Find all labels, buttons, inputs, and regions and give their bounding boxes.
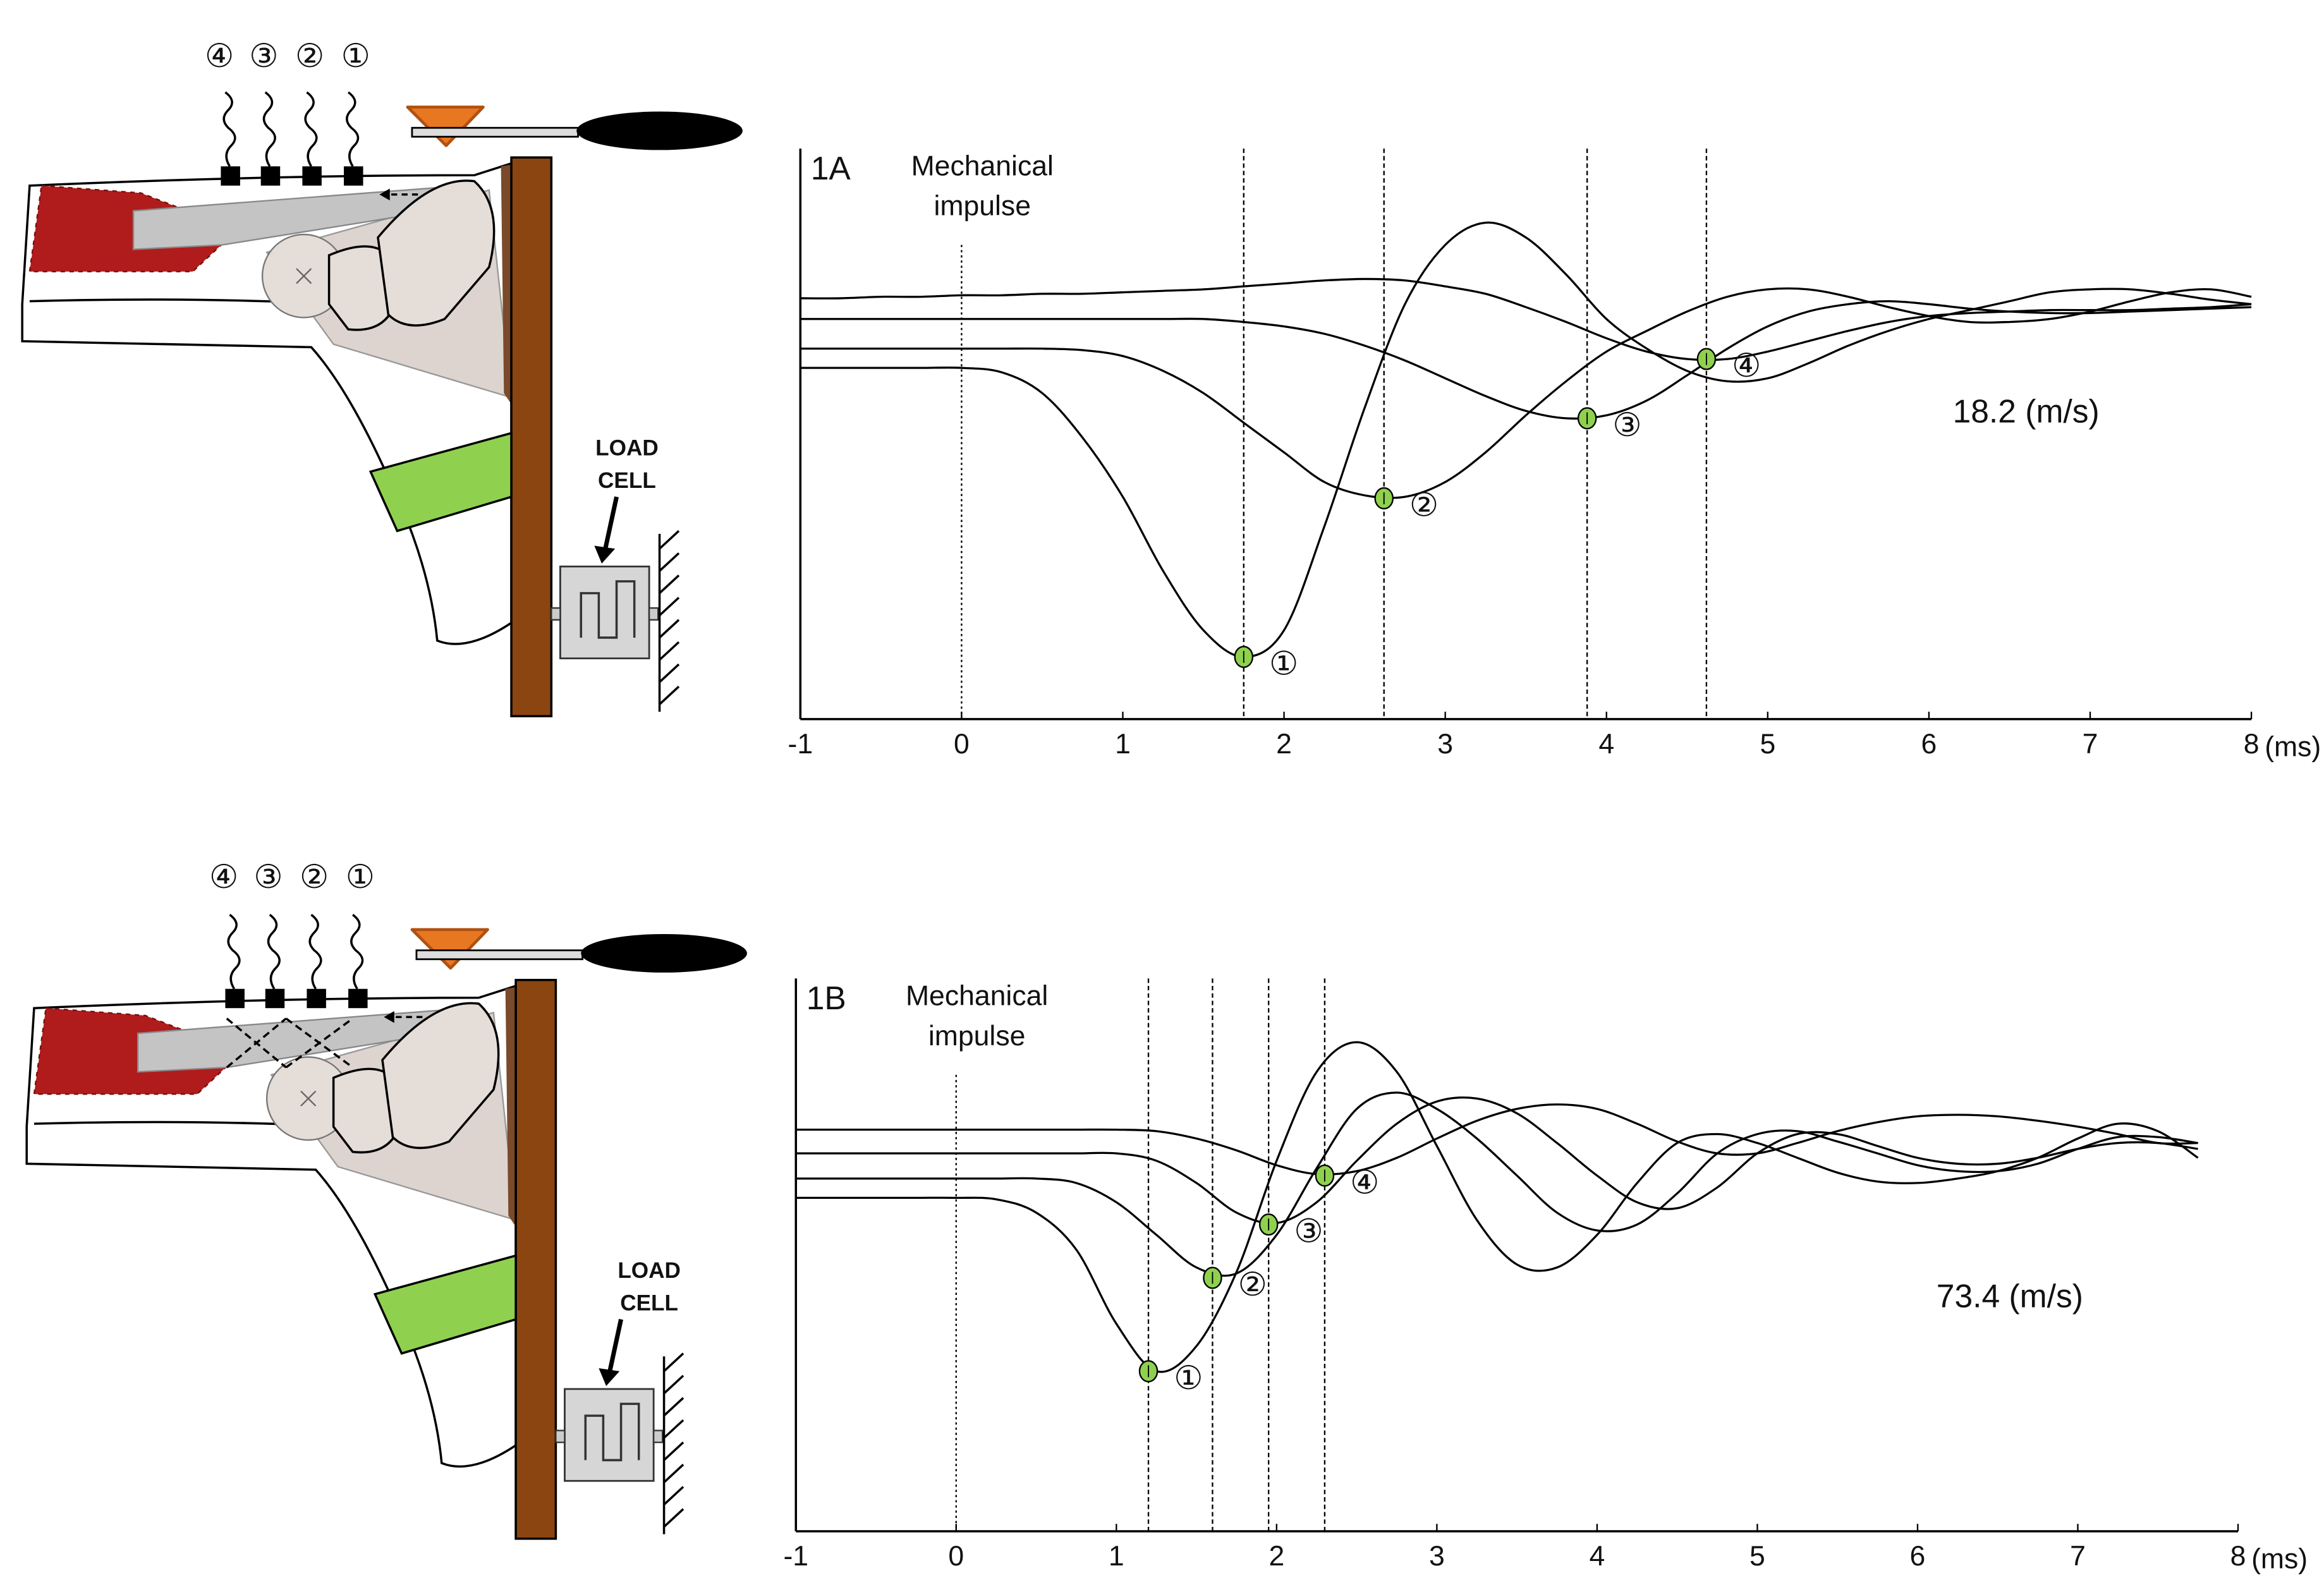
- x-tick-label: 3: [1429, 1541, 1445, 1572]
- page: {"chart_data": [ {"type": "line", "panel…: [0, 0, 2324, 1585]
- load-cell-label: LOAD: [595, 435, 659, 460]
- marker-label: ②: [1238, 1266, 1267, 1304]
- diagram-a: [22, 92, 743, 716]
- load-cell-label: LOAD: [618, 1258, 681, 1283]
- sensor-label: ③: [249, 37, 278, 75]
- x-tick-label: 2: [1276, 729, 1292, 760]
- sensor-label: ④: [209, 858, 238, 896]
- signal-line: [800, 222, 2251, 657]
- sensor-label: ①: [341, 37, 370, 75]
- sensor-label: ②: [295, 37, 324, 75]
- x-tick-label: 0: [948, 1541, 964, 1572]
- marker-label: ④: [1732, 347, 1761, 385]
- sensor-label: ②: [300, 858, 329, 896]
- x-tick-label: 2: [1268, 1541, 1284, 1572]
- impulse-label: impulse: [928, 1021, 1026, 1052]
- x-tick-label: 6: [1910, 1541, 1926, 1572]
- x-tick-label: -1: [783, 1541, 808, 1572]
- diagram-b-drawing: [27, 914, 747, 1538]
- x-tick-label: 1: [1115, 729, 1131, 760]
- velocity-label: 18.2 (m/s): [1953, 392, 2100, 429]
- marker-label: ③: [1612, 406, 1641, 444]
- x-tick-label: 1: [1109, 1541, 1124, 1572]
- load-cell-label: CELL: [598, 468, 656, 493]
- sensor-label: ④: [205, 37, 234, 75]
- x-tick-label: 7: [2083, 729, 2098, 760]
- sensor-label: ③: [253, 858, 283, 896]
- marker-label: ②: [1409, 487, 1439, 525]
- x-tick-label: 8: [2244, 729, 2260, 760]
- marker-label: ③: [1294, 1213, 1323, 1251]
- x-axis-label: (ms): [2251, 1544, 2308, 1575]
- velocity-label: 73.4 (m/s): [1937, 1277, 2083, 1314]
- x-tick-label: 7: [2070, 1541, 2086, 1572]
- panel-label: 1B: [806, 980, 846, 1016]
- marker-label: ④: [1350, 1163, 1379, 1201]
- sensor-label: ①: [346, 858, 375, 896]
- x-tick-label: 4: [1598, 729, 1614, 760]
- x-tick-label: 8: [2230, 1541, 2246, 1572]
- x-tick-label: 6: [1921, 729, 1937, 760]
- x-axis-label: (ms): [2265, 732, 2321, 763]
- marker-label: ①: [1174, 1359, 1203, 1397]
- load-cell-label: CELL: [620, 1291, 678, 1316]
- marker-label: ①: [1269, 645, 1298, 683]
- impulse-label: impulse: [934, 191, 1031, 222]
- x-tick-label: 5: [1749, 1541, 1765, 1572]
- x-tick-label: 0: [954, 729, 970, 760]
- x-tick-label: 5: [1760, 729, 1775, 760]
- diagram-b: [27, 914, 747, 1538]
- impulse-label: Mechanical: [906, 981, 1048, 1012]
- x-tick-label: -1: [788, 729, 813, 760]
- panel-label: 1A: [811, 150, 851, 186]
- signal-line: [796, 1042, 2198, 1372]
- x-tick-label: 3: [1437, 729, 1453, 760]
- figure: ④ ③ ② ① LOAD CELL ④ ③ ② ① LOAD CELL -1 0 1…: [0, 0, 2324, 1585]
- impulse-label: Mechanical: [911, 150, 1054, 181]
- x-tick-label: 4: [1590, 1541, 1605, 1572]
- signal-line: [796, 1093, 2198, 1276]
